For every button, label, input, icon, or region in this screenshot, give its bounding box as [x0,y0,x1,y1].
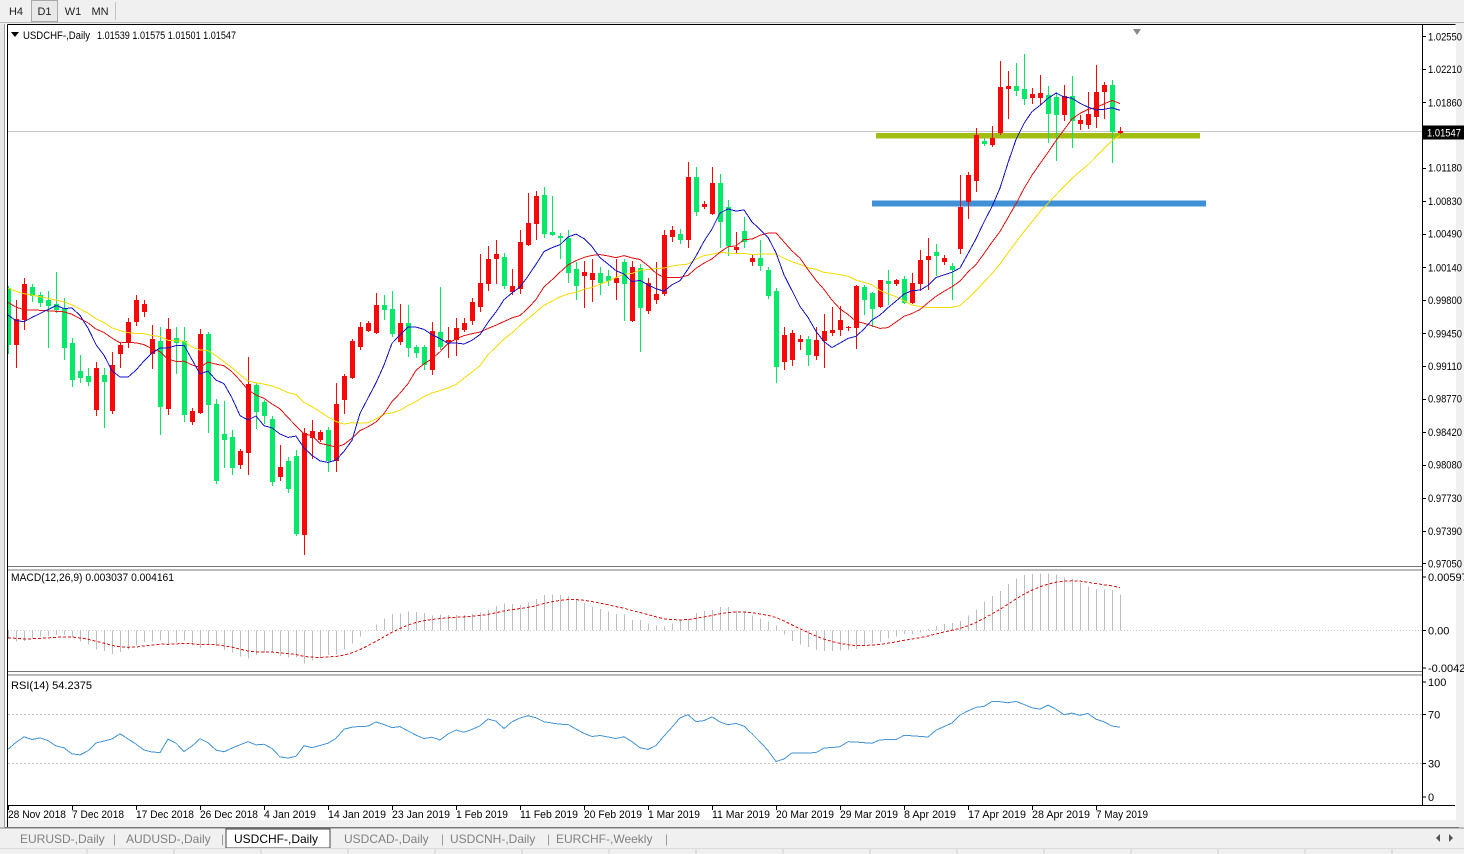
svg-text:0.99800: 0.99800 [1428,295,1462,307]
svg-text:|: | [665,832,668,846]
svg-text:1.01180: 1.01180 [1428,163,1462,175]
svg-text:EURUSD-,Daily: EURUSD-,Daily [20,832,105,846]
svg-text:MN: MN [91,6,108,18]
svg-text:0.98770: 0.98770 [1428,394,1462,406]
svg-text:0.00: 0.00 [1428,626,1449,638]
svg-text:28 Nov 2018: 28 Nov 2018 [8,809,66,821]
svg-text:1.01547: 1.01547 [1427,128,1461,140]
svg-text:|: | [113,832,116,846]
svg-text:0.99450: 0.99450 [1428,328,1462,340]
svg-text:1.00830: 1.00830 [1428,196,1462,208]
svg-text:8 Apr 2019: 8 Apr 2019 [904,809,956,821]
svg-text:USDCAD-,Daily: USDCAD-,Daily [344,832,429,846]
svg-text:USDCHF-,Daily: USDCHF-,Daily [23,30,90,42]
svg-text:4 Jan 2019: 4 Jan 2019 [264,809,316,821]
svg-text:14 Jan 2019: 14 Jan 2019 [328,809,386,821]
svg-text:0.97730: 0.97730 [1428,493,1462,505]
svg-text:1 Mar 2019: 1 Mar 2019 [648,809,700,821]
svg-text:0.98080: 0.98080 [1428,460,1462,472]
svg-text:1.02210: 1.02210 [1428,64,1462,76]
svg-text:H4: H4 [9,6,23,18]
svg-text:11 Mar 2019: 11 Mar 2019 [712,809,770,821]
svg-text:0.98420: 0.98420 [1428,427,1462,439]
svg-text:0.00597: 0.00597 [1428,572,1464,584]
svg-text:100: 100 [1428,677,1446,689]
svg-text:W1: W1 [65,6,82,18]
svg-text:0.97390: 0.97390 [1428,526,1462,538]
svg-text:1.00140: 1.00140 [1428,262,1462,274]
svg-text:1.02550: 1.02550 [1428,31,1462,43]
svg-text:0.99110: 0.99110 [1428,361,1462,373]
svg-text:23 Jan 2019: 23 Jan 2019 [392,809,450,821]
svg-text:RSI(14) 54.2375: RSI(14) 54.2375 [11,680,92,692]
svg-text:70: 70 [1428,710,1440,722]
svg-text:1 Feb 2019: 1 Feb 2019 [456,809,508,821]
svg-text:EURCHF-,Weekly: EURCHF-,Weekly [556,832,652,846]
svg-text:20 Feb 2019: 20 Feb 2019 [584,809,642,821]
svg-text:AUDUSD-,Daily: AUDUSD-,Daily [126,832,211,846]
svg-text:1.01860: 1.01860 [1428,97,1462,109]
svg-text:|: | [547,832,550,846]
svg-text:1.00490: 1.00490 [1428,229,1462,241]
svg-text:|: | [441,832,444,846]
svg-text:11 Feb 2019: 11 Feb 2019 [520,809,578,821]
svg-text:29 Mar 2019: 29 Mar 2019 [840,809,898,821]
svg-text:7 Dec 2018: 7 Dec 2018 [72,809,124,821]
svg-text:MACD(12,26,9) 0.003037 0.00416: MACD(12,26,9) 0.003037 0.004161 [11,572,174,584]
svg-text:20 Mar 2019: 20 Mar 2019 [776,809,834,821]
svg-text:0.97050: 0.97050 [1428,558,1462,570]
svg-text:D1: D1 [37,6,51,18]
svg-text:|: | [221,832,224,846]
svg-text:30: 30 [1428,759,1440,771]
svg-text:USDCNH-,Daily: USDCNH-,Daily [450,832,535,846]
svg-text:28 Apr 2019: 28 Apr 2019 [1032,809,1090,821]
svg-text:0: 0 [1428,792,1434,804]
svg-text:26 Dec 2018: 26 Dec 2018 [200,809,258,821]
svg-text:1.01539 1.01575 1.01501 1.0154: 1.01539 1.01575 1.01501 1.01547 [97,30,236,42]
svg-text:17 Apr 2019: 17 Apr 2019 [968,809,1026,821]
svg-text:USDCHF-,Daily: USDCHF-,Daily [234,832,318,846]
svg-text:7 May 2019: 7 May 2019 [1096,809,1148,821]
svg-text:17 Dec 2018: 17 Dec 2018 [136,809,194,821]
svg-text:-0.00424: -0.00424 [1428,663,1464,675]
